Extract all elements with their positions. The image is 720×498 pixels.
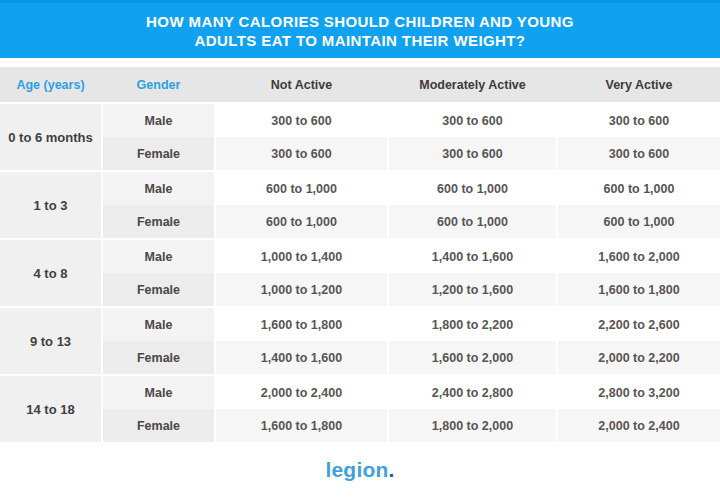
value-not-active: 1,000 to 1,400: [216, 240, 387, 273]
banner-title-line-2: ADULTS EAT TO MAINTAIN THEIR WEIGHT?: [195, 31, 526, 50]
header-not-active: Not Active: [216, 67, 387, 102]
value-moderately-active: 2,400 to 2,800: [389, 376, 556, 409]
value-not-active: 600 to 1,000: [216, 172, 387, 205]
value-moderately-active: 600 to 1,000: [389, 172, 556, 205]
value-not-active: 600 to 1,000: [216, 205, 387, 238]
banner-title-line-1: HOW MANY CALORIES SHOULD CHILDREN AND YO…: [146, 12, 574, 31]
gender-label: Male: [103, 376, 214, 409]
value-moderately-active: 300 to 600: [389, 104, 556, 137]
gender-label: Male: [103, 240, 214, 273]
gender-label: Male: [103, 172, 214, 205]
age-label: 9 to 13: [0, 308, 101, 374]
value-moderately-active: 1,800 to 2,000: [389, 409, 556, 442]
value-moderately-active: 300 to 600: [389, 137, 556, 170]
value-very-active: 2,000 to 2,400: [558, 409, 720, 442]
value-very-active: 600 to 1,000: [558, 172, 720, 205]
value-moderately-active: 600 to 1,000: [389, 205, 556, 238]
title-banner: HOW MANY CALORIES SHOULD CHILDREN AND YO…: [0, 0, 720, 58]
age-group-0-to-6-months: 0 to 6 months Male 300 to 600 300 to 600…: [0, 104, 720, 170]
value-very-active: 2,800 to 3,200: [558, 376, 720, 409]
value-very-active: 1,600 to 1,800: [558, 273, 720, 306]
age-group-1-to-3: 1 to 3 Male 600 to 1,000 600 to 1,000 60…: [0, 172, 720, 238]
gender-label: Female: [103, 409, 214, 442]
gender-label: Male: [103, 104, 214, 137]
gender-label: Female: [103, 341, 214, 374]
value-very-active: 600 to 1,000: [558, 205, 720, 238]
value-not-active: 300 to 600: [216, 104, 387, 137]
gender-label: Female: [103, 137, 214, 170]
value-not-active: 1,000 to 1,200: [216, 273, 387, 306]
age-group-9-to-13: 9 to 13 Male 1,600 to 1,800 1,800 to 2,2…: [0, 308, 720, 374]
value-not-active: 1,600 to 1,800: [216, 308, 387, 341]
legion-logo-text: legion: [325, 458, 388, 481]
table-header-row: Age (years) Gender Not Active Moderately…: [0, 67, 720, 102]
age-group-4-to-8: 4 to 8 Male 1,000 to 1,400 1,400 to 1,60…: [0, 240, 720, 306]
gender-label: Male: [103, 308, 214, 341]
value-very-active: 2,200 to 2,600: [558, 308, 720, 341]
value-not-active: 2,000 to 2,400: [216, 376, 387, 409]
gender-label: Female: [103, 205, 214, 238]
value-very-active: 2,000 to 2,200: [558, 341, 720, 374]
age-group-14-to-18: 14 to 18 Male 2,000 to 2,400 2,400 to 2,…: [0, 376, 720, 442]
value-moderately-active: 1,200 to 1,600: [389, 273, 556, 306]
value-very-active: 1,600 to 2,000: [558, 240, 720, 273]
legion-logo-period: .: [388, 458, 394, 481]
footer: legion.: [0, 444, 720, 496]
value-not-active: 1,600 to 1,800: [216, 409, 387, 442]
value-moderately-active: 1,400 to 1,600: [389, 240, 556, 273]
infographic-page: HOW MANY CALORIES SHOULD CHILDREN AND YO…: [0, 0, 720, 498]
header-moderately-active: Moderately Active: [389, 67, 556, 102]
legion-logo: legion.: [325, 458, 394, 482]
value-very-active: 300 to 600: [558, 104, 720, 137]
header-gender: Gender: [103, 67, 214, 102]
value-moderately-active: 1,800 to 2,200: [389, 308, 556, 341]
gender-label: Female: [103, 273, 214, 306]
age-label: 0 to 6 months: [0, 104, 101, 170]
age-label: 4 to 8: [0, 240, 101, 306]
value-not-active: 300 to 600: [216, 137, 387, 170]
header-age: Age (years): [0, 67, 101, 102]
value-not-active: 1,400 to 1,600: [216, 341, 387, 374]
age-label: 14 to 18: [0, 376, 101, 442]
value-very-active: 300 to 600: [558, 137, 720, 170]
age-label: 1 to 3: [0, 172, 101, 238]
header-very-active: Very Active: [558, 67, 720, 102]
value-moderately-active: 1,600 to 2,000: [389, 341, 556, 374]
